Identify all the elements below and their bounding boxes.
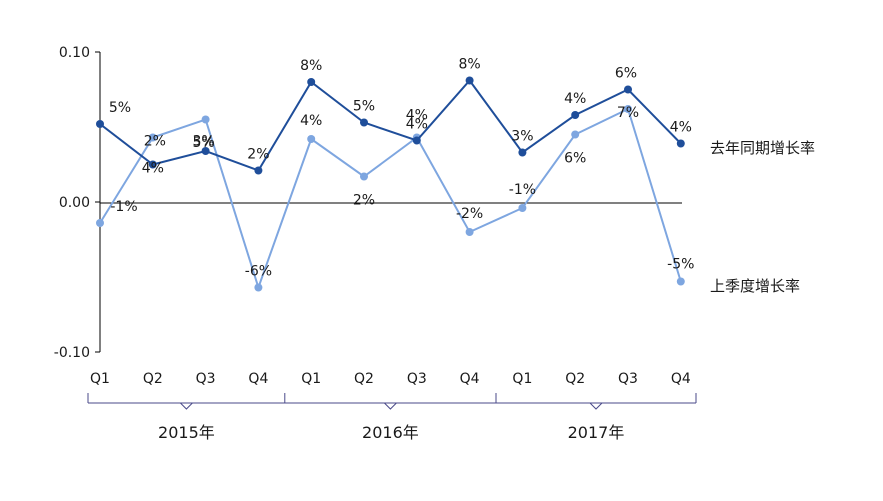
data-label: -2% [456, 206, 483, 222]
data-label: 4% [300, 113, 322, 129]
data-point [360, 172, 368, 181]
data-point [96, 219, 104, 227]
x-tick-label: Q3 [196, 371, 216, 387]
data-label: 4% [670, 120, 692, 136]
x-tick-label: Q3 [407, 371, 427, 387]
series-line [99, 78, 682, 172]
y-axis-ticks: 0.10 0.00 -0.10 [54, 45, 100, 361]
data-label: 3% [511, 129, 533, 145]
data-point [571, 130, 580, 139]
x-tick-label: Q4 [671, 371, 691, 387]
data-point [412, 136, 421, 145]
x-tick-label: Q4 [248, 371, 268, 387]
data-label: 4% [406, 108, 428, 124]
data-label: 6% [615, 66, 637, 82]
data-point [676, 277, 685, 286]
data-label: 5% [192, 135, 214, 151]
data-label: 5% [109, 100, 131, 116]
data-point [307, 135, 316, 143]
data-label: 4% [564, 91, 586, 107]
x-tick-label: Q1 [512, 371, 532, 387]
x-tick-label: Q1 [301, 371, 321, 387]
data-point [465, 76, 474, 85]
x-tick-label: Q1 [90, 371, 110, 387]
data-label: -1% [509, 182, 536, 198]
y-tick-label: 0.10 [59, 45, 90, 61]
group-bracket-notch [589, 402, 603, 410]
data-label: -6% [245, 264, 272, 280]
x-tick-label: Q3 [618, 371, 638, 387]
x-tick-label: Q2 [354, 371, 374, 387]
data-label: 7% [617, 105, 639, 121]
data-point [254, 166, 263, 175]
data-label: 4% [142, 161, 164, 177]
group-label: 2015年 [158, 423, 215, 442]
data-point [676, 139, 685, 148]
data-label: -1% [110, 199, 137, 215]
data-point [148, 160, 157, 169]
data-point [96, 120, 104, 128]
y-tick-label: 0.00 [59, 195, 90, 211]
x-axis-ticks: Q1 Q2 Q3 Q4 Q1 Q2 Q3 Q4 Q1 Q2 Q3 Q4 [90, 371, 691, 387]
data-label: -5% [667, 257, 694, 273]
group-label: 2016年 [362, 423, 419, 442]
data-label: 8% [300, 58, 322, 74]
data-point [201, 115, 210, 124]
x-tick-label: Q2 [565, 371, 585, 387]
data-point [518, 204, 527, 212]
data-label: 4% [406, 117, 428, 133]
data-label: 2% [144, 134, 166, 150]
data-point [254, 283, 263, 292]
series-line [99, 107, 682, 291]
data-point [307, 78, 316, 86]
data-point [360, 118, 368, 127]
data-point [624, 85, 632, 94]
year-groups: 2015年 2016年 2017年 [87, 393, 697, 442]
data-point [465, 228, 474, 236]
data-point [624, 105, 632, 113]
x-tick-label: Q2 [143, 371, 163, 387]
data-point [571, 111, 580, 119]
y-tick-label: -0.10 [54, 345, 90, 361]
data-label: 3% [192, 134, 214, 150]
x-tick-label: Q4 [460, 371, 480, 387]
data-label: 6% [564, 151, 586, 167]
data-label: 2% [247, 147, 269, 163]
data-label: 8% [458, 57, 480, 73]
data-label: 2% [353, 193, 375, 209]
group-bracket-notch [180, 402, 193, 410]
legend-label-series-2: 上季度增长率 [710, 277, 800, 295]
data-label: 5% [353, 99, 375, 115]
data-point [148, 133, 157, 142]
legend-label-series-1: 去年同期增长率 [710, 139, 815, 157]
axes [99, 52, 682, 352]
data-point [518, 148, 527, 157]
group-label: 2017年 [568, 423, 625, 442]
group-bracket-notch [384, 402, 397, 410]
series-layer: 5% 4% 5% 2% 8% 5% 4% 8% 3% 4% 6% 4% -1% 2% 3% -6% 4% 2% 4%… [96, 57, 694, 292]
data-point [201, 147, 210, 155]
